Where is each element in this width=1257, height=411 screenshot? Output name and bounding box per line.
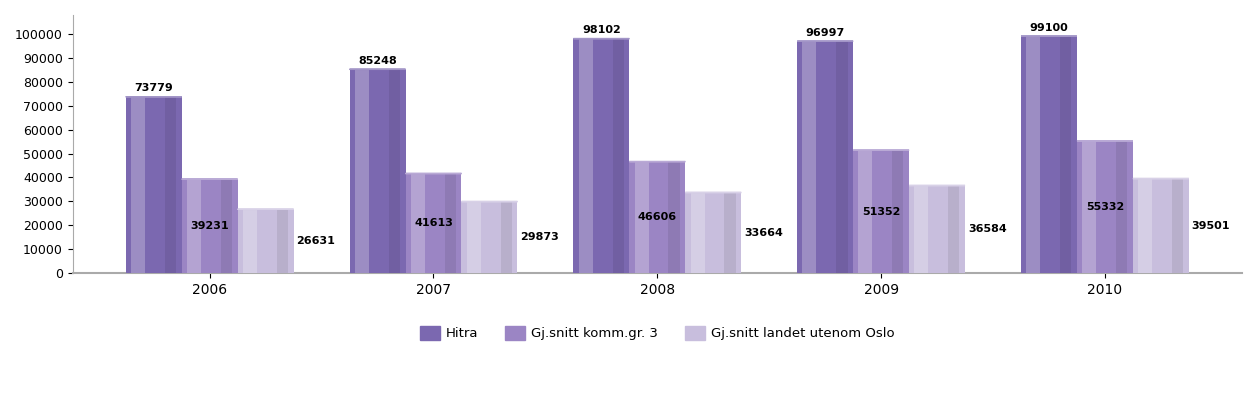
Text: 29873: 29873	[520, 232, 559, 242]
Bar	[445, 173, 456, 273]
Bar	[573, 39, 630, 273]
Bar	[354, 69, 368, 273]
Bar	[612, 39, 623, 273]
Bar	[243, 209, 256, 273]
Text: 51352: 51352	[862, 207, 900, 217]
Legend: Hitra, Gj.snitt komm.gr. 3, Gj.snitt landet utenom Oslo: Hitra, Gj.snitt komm.gr. 3, Gj.snitt lan…	[415, 321, 900, 346]
Text: 98102: 98102	[582, 25, 621, 35]
Text: 39231: 39231	[190, 221, 229, 231]
Bar	[836, 41, 847, 273]
Bar	[187, 179, 201, 273]
Bar	[1116, 141, 1128, 273]
Bar	[859, 150, 872, 273]
Bar	[578, 39, 592, 273]
Bar	[909, 185, 965, 273]
Text: 39501: 39501	[1192, 221, 1231, 231]
Bar	[461, 201, 518, 273]
Bar	[892, 150, 904, 273]
Bar	[669, 162, 680, 273]
Bar	[277, 209, 288, 273]
Bar	[854, 150, 909, 273]
Bar	[1060, 36, 1071, 273]
Bar	[802, 41, 817, 273]
Bar	[221, 179, 233, 273]
Text: 26631: 26631	[297, 236, 336, 246]
Bar	[1026, 36, 1041, 273]
Bar	[685, 192, 742, 273]
Bar	[182, 179, 238, 273]
Text: 41613: 41613	[414, 218, 453, 228]
Text: 33664: 33664	[744, 228, 783, 238]
Bar	[165, 97, 176, 273]
Text: 46606: 46606	[637, 212, 676, 222]
Bar	[238, 209, 294, 273]
Bar	[349, 69, 406, 273]
Text: 96997: 96997	[806, 28, 845, 38]
Bar	[411, 173, 425, 273]
Text: 99100: 99100	[1029, 23, 1068, 32]
Bar	[466, 201, 480, 273]
Bar	[630, 162, 685, 273]
Text: 55332: 55332	[1086, 202, 1124, 212]
Bar	[126, 97, 182, 273]
Bar	[1021, 36, 1077, 273]
Bar	[724, 192, 735, 273]
Bar	[500, 201, 512, 273]
Bar	[388, 69, 400, 273]
Bar	[406, 173, 461, 273]
Text: 73779: 73779	[134, 83, 173, 93]
Bar	[948, 185, 959, 273]
Bar	[1133, 178, 1189, 273]
Bar	[797, 41, 854, 273]
Bar	[914, 185, 929, 273]
Bar	[1077, 141, 1133, 273]
Bar	[690, 192, 705, 273]
Bar	[131, 97, 145, 273]
Bar	[1138, 178, 1153, 273]
Text: 85248: 85248	[358, 56, 397, 66]
Bar	[1082, 141, 1096, 273]
Bar	[1172, 178, 1183, 273]
Bar	[635, 162, 649, 273]
Text: 36584: 36584	[968, 224, 1007, 234]
